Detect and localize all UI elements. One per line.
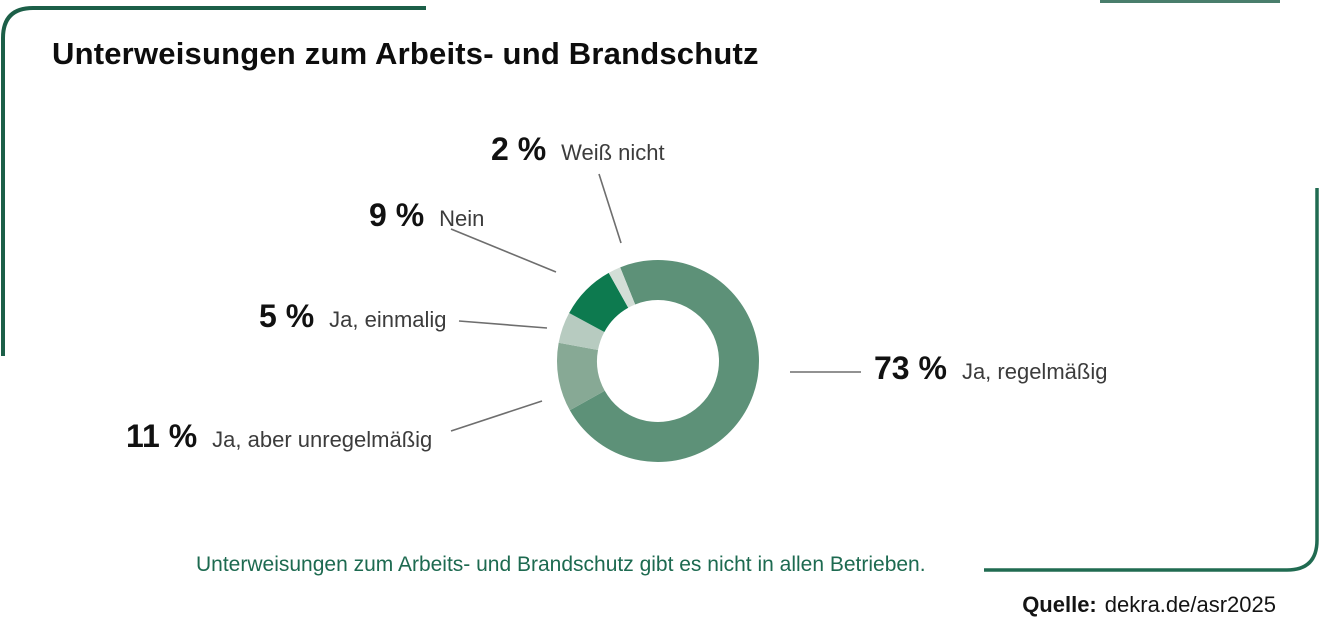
leader-line-nein bbox=[450, 228, 557, 273]
leader-line-unregelmaessig bbox=[450, 400, 543, 432]
callout-label: Ja, einmalig bbox=[329, 307, 447, 332]
callout-einmalig: 5 % Ja, einmalig bbox=[259, 298, 447, 335]
donut-segment bbox=[608, 267, 636, 308]
top-left-frame-line bbox=[1, 6, 426, 356]
page-title: Unterweisungen zum Arbeits- und Brandsch… bbox=[52, 36, 759, 71]
callout-regelmaessig: 73 % Ja, regelmäßig bbox=[874, 350, 1107, 387]
callout-weiss-nicht: 2 % Weiß nicht bbox=[491, 131, 665, 168]
callout-percent: 9 % bbox=[369, 197, 425, 233]
source-line: Quelle: dekra.de/asr2025 bbox=[1022, 592, 1276, 618]
bottom-right-frame-line bbox=[984, 188, 1319, 572]
callout-percent: 11 % bbox=[126, 418, 198, 454]
donut-segment bbox=[558, 312, 605, 350]
callout-label: Nein bbox=[439, 206, 485, 231]
donut-segment bbox=[569, 259, 760, 462]
callout-label: Weiß nicht bbox=[561, 140, 665, 165]
callout-label: Ja, regelmäßig bbox=[961, 359, 1108, 384]
leader-line-einmalig bbox=[458, 320, 548, 329]
callout-percent: 2 % bbox=[491, 131, 547, 167]
leader-line-weiss-nicht bbox=[598, 173, 622, 244]
callout-percent: 73 % bbox=[874, 350, 947, 386]
callout-nein: 9 % Nein bbox=[369, 197, 484, 234]
source-value: dekra.de/asr2025 bbox=[1104, 592, 1276, 617]
callout-unregelmaessig: 11 % Ja, aber unregelmäßig bbox=[126, 418, 432, 455]
leader-lines bbox=[450, 173, 861, 432]
donut-chart bbox=[557, 259, 760, 462]
source-label: Quelle: bbox=[1022, 592, 1097, 617]
donut-segment bbox=[557, 342, 605, 411]
callout-label: Ja, aber unregelmäßig bbox=[212, 427, 433, 452]
donut-segment bbox=[569, 272, 629, 332]
callout-percent: 5 % bbox=[259, 298, 315, 334]
chart-caption: Unterweisungen zum Arbeits- und Brandsch… bbox=[196, 553, 926, 576]
